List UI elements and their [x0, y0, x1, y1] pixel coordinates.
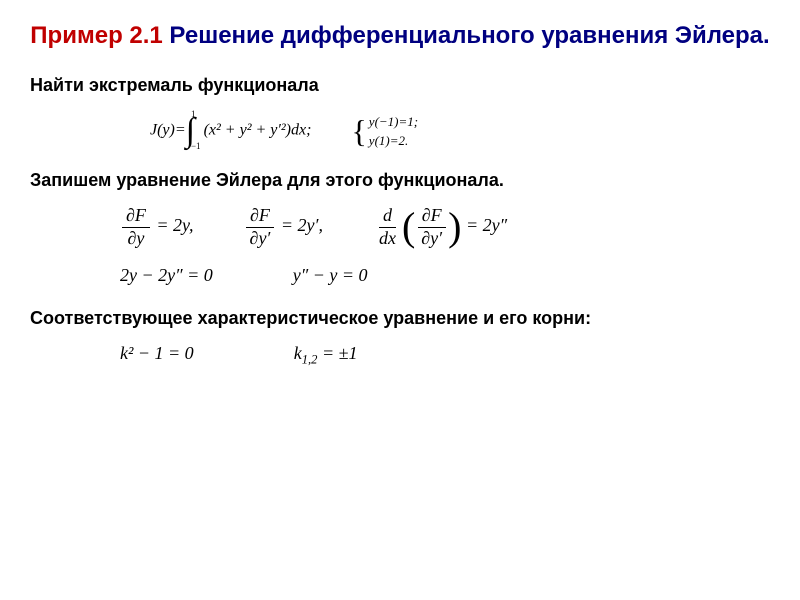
- ddx-partial-f-yprime: d dx (∂F∂y′) = 2y″: [373, 205, 507, 249]
- integral-icon: ∫: [186, 117, 195, 144]
- functional-expression: J(y)=∫1−1(x² + y² + y′²)dx;: [150, 110, 311, 152]
- char-eq: k² − 1 = 0: [120, 343, 194, 364]
- heading-euler-equation: Запишем уравнение Эйлера для этого функц…: [30, 170, 770, 191]
- title-prefix: Пример 2.1: [30, 22, 162, 49]
- euler-eq-form1: 2y − 2y″ = 0: [120, 265, 213, 286]
- heading-find-extremal: Найти экстремаль функционала: [30, 75, 770, 96]
- characteristic-equation-row: k² − 1 = 0 k1,2 = ±1: [30, 343, 770, 364]
- partial-f-y: ∂F ∂y = 2y,: [120, 205, 194, 249]
- char-roots: k1,2 = ±1: [294, 343, 358, 364]
- euler-eq-form2: y″ − y = 0: [293, 265, 368, 286]
- euler-partial-derivatives: ∂F ∂y = 2y, ∂F ∂y′ = 2y′, d dx (∂F∂y′) =…: [30, 205, 770, 249]
- title-main: Решение дифференциального уравнения Эйле…: [163, 22, 770, 49]
- brace-icon: {: [351, 117, 366, 146]
- slide-title: Пример 2.1 Решение дифференциального ура…: [30, 20, 770, 51]
- euler-equation-result: 2y − 2y″ = 0 y″ − y = 0: [30, 265, 770, 286]
- partial-f-yprime: ∂F ∂y′ = 2y′,: [244, 205, 323, 249]
- boundary-conditions: { y(−1)=1; y(1)=2.: [351, 112, 418, 151]
- heading-characteristic-equation: Соответствующее характеристическое уравн…: [30, 308, 770, 329]
- functional-definition: J(y)=∫1−1(x² + y² + y′²)dx; { y(−1)=1; y…: [30, 110, 770, 152]
